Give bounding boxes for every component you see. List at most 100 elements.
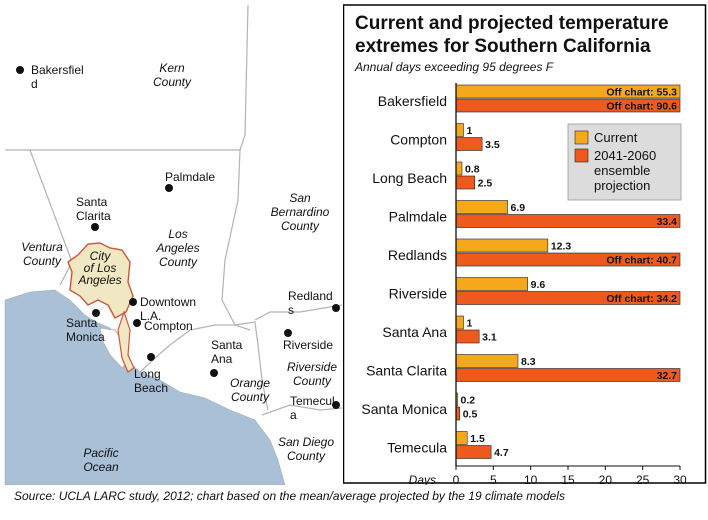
place-dot — [284, 329, 292, 337]
region-label-line: of Los — [84, 261, 117, 275]
region-label-line: Angeles — [155, 241, 199, 255]
legend-label: 2041-2060 — [594, 148, 656, 163]
data-label: 2.5 — [478, 178, 493, 190]
place-redlands: Redlands — [288, 289, 340, 317]
place-dot — [147, 353, 155, 361]
bar-current — [455, 315, 464, 330]
bar-projection — [455, 329, 480, 344]
region-label-line: City — [90, 249, 112, 263]
place-dot — [332, 401, 340, 409]
category-label: Temecula — [387, 440, 447, 456]
row-santa-ana: Santa Ana 1 3.1 — [382, 315, 497, 344]
place-dot — [16, 66, 24, 74]
x-axis: 0 5 10 15 20 25 30 Days — [409, 83, 687, 485]
place-label-line: Ana — [211, 352, 233, 366]
region-map: BakersfieldPalmdaleSantaClaritaDowntownL… — [4, 4, 343, 485]
place-dot — [210, 369, 218, 377]
place-temecula: Temecula — [290, 394, 340, 422]
bar-current — [455, 161, 463, 176]
sb-riverside-border — [254, 304, 343, 321]
row-temecula: Temecula 1.5 4.7 — [387, 431, 509, 459]
region-label-line: Angeles — [77, 273, 121, 287]
place-label-line: Temecul — [290, 394, 335, 408]
legend-label: Current — [594, 130, 638, 145]
place-dot — [332, 304, 340, 312]
region-label-line: Riverside — [287, 360, 337, 374]
region-label-line: Los — [168, 227, 187, 241]
region-label-line: County — [159, 255, 198, 269]
place-label-line: Clarita — [76, 209, 111, 223]
x-tick-label: 25 — [636, 473, 650, 485]
category-label: Santa Ana — [382, 324, 447, 340]
place-label-line: Compton — [144, 319, 193, 333]
data-label: 1 — [466, 318, 472, 330]
region-label-line: County — [287, 449, 326, 463]
place-label-line: Riverside — [283, 338, 333, 352]
region-label-line: County — [153, 75, 192, 89]
data-label: 12.3 — [551, 241, 572, 253]
bars-group: Bakersfield Off chart: 55.3 Off chart: 90.… — [361, 84, 681, 459]
data-label: 0.5 — [463, 409, 478, 421]
region-label-line: County — [281, 219, 320, 233]
row-riverside: Riverside 9.6 Off chart: 34.2 — [389, 277, 681, 305]
row-compton: Compton 1 3.5 — [390, 123, 500, 151]
place-dot — [91, 223, 99, 231]
off-chart-label: Off chart: 40.7 — [606, 255, 677, 267]
bar-current — [455, 200, 508, 214]
chart-title-line-1: Current and projected temperature — [355, 13, 669, 34]
x-tick-label: 10 — [524, 473, 538, 485]
place-label-line: Long — [134, 367, 161, 381]
place-label-line: Redland — [288, 289, 333, 303]
off-chart-label: Off chart: 55.3 — [606, 87, 677, 99]
place-label-line: Palmdale — [165, 170, 215, 184]
region-label-line: San — [289, 191, 311, 205]
x-tick-label: 0 — [453, 473, 460, 485]
data-label: 9.6 — [531, 279, 546, 291]
row-long-beach: Long Beach 0.8 2.5 — [372, 161, 493, 190]
bar-projection — [455, 368, 681, 382]
source-note: Source: UCLA LARC study, 2012; chart bas… — [14, 489, 565, 503]
region-label-line: County — [23, 254, 62, 268]
data-label: 8.3 — [521, 356, 536, 368]
bar-current — [455, 277, 528, 291]
data-label: 3.5 — [485, 139, 500, 151]
legend-label: ensemble — [594, 163, 650, 178]
bar-projection — [455, 214, 681, 228]
legend-swatch — [574, 148, 589, 163]
place-label-line: Bakersfiel — [31, 63, 84, 77]
place-dot — [133, 319, 141, 327]
orange-riverside-border — [234, 321, 269, 411]
legend-label: projection — [594, 178, 650, 193]
place-label-line: Monica — [66, 330, 105, 344]
la-sb-border — [221, 149, 251, 331]
off-chart-label: 33.4 — [657, 216, 678, 228]
data-label: 1 — [466, 125, 472, 137]
place-dot — [92, 309, 100, 317]
ventura-la-border — [29, 149, 73, 286]
data-label: 4.7 — [494, 447, 509, 459]
county-borders — [5, 4, 343, 416]
place-label-line: Santa — [66, 316, 98, 330]
bar-current — [455, 354, 519, 368]
category-label: Santa Clarita — [366, 363, 447, 379]
x-tick-label: 20 — [599, 473, 613, 485]
row-redlands: Redlands 12.3 Off chart: 40.7 — [388, 238, 681, 267]
x-tick-label: 30 — [673, 473, 687, 485]
place-label-line: Santa — [211, 338, 243, 352]
region-label-line: Kern — [159, 61, 185, 75]
region-label-line: Bernardino — [271, 205, 330, 219]
place-dot — [165, 184, 173, 192]
place-riverside: Riverside — [283, 329, 333, 352]
region-label-line: Pacific — [83, 446, 118, 460]
